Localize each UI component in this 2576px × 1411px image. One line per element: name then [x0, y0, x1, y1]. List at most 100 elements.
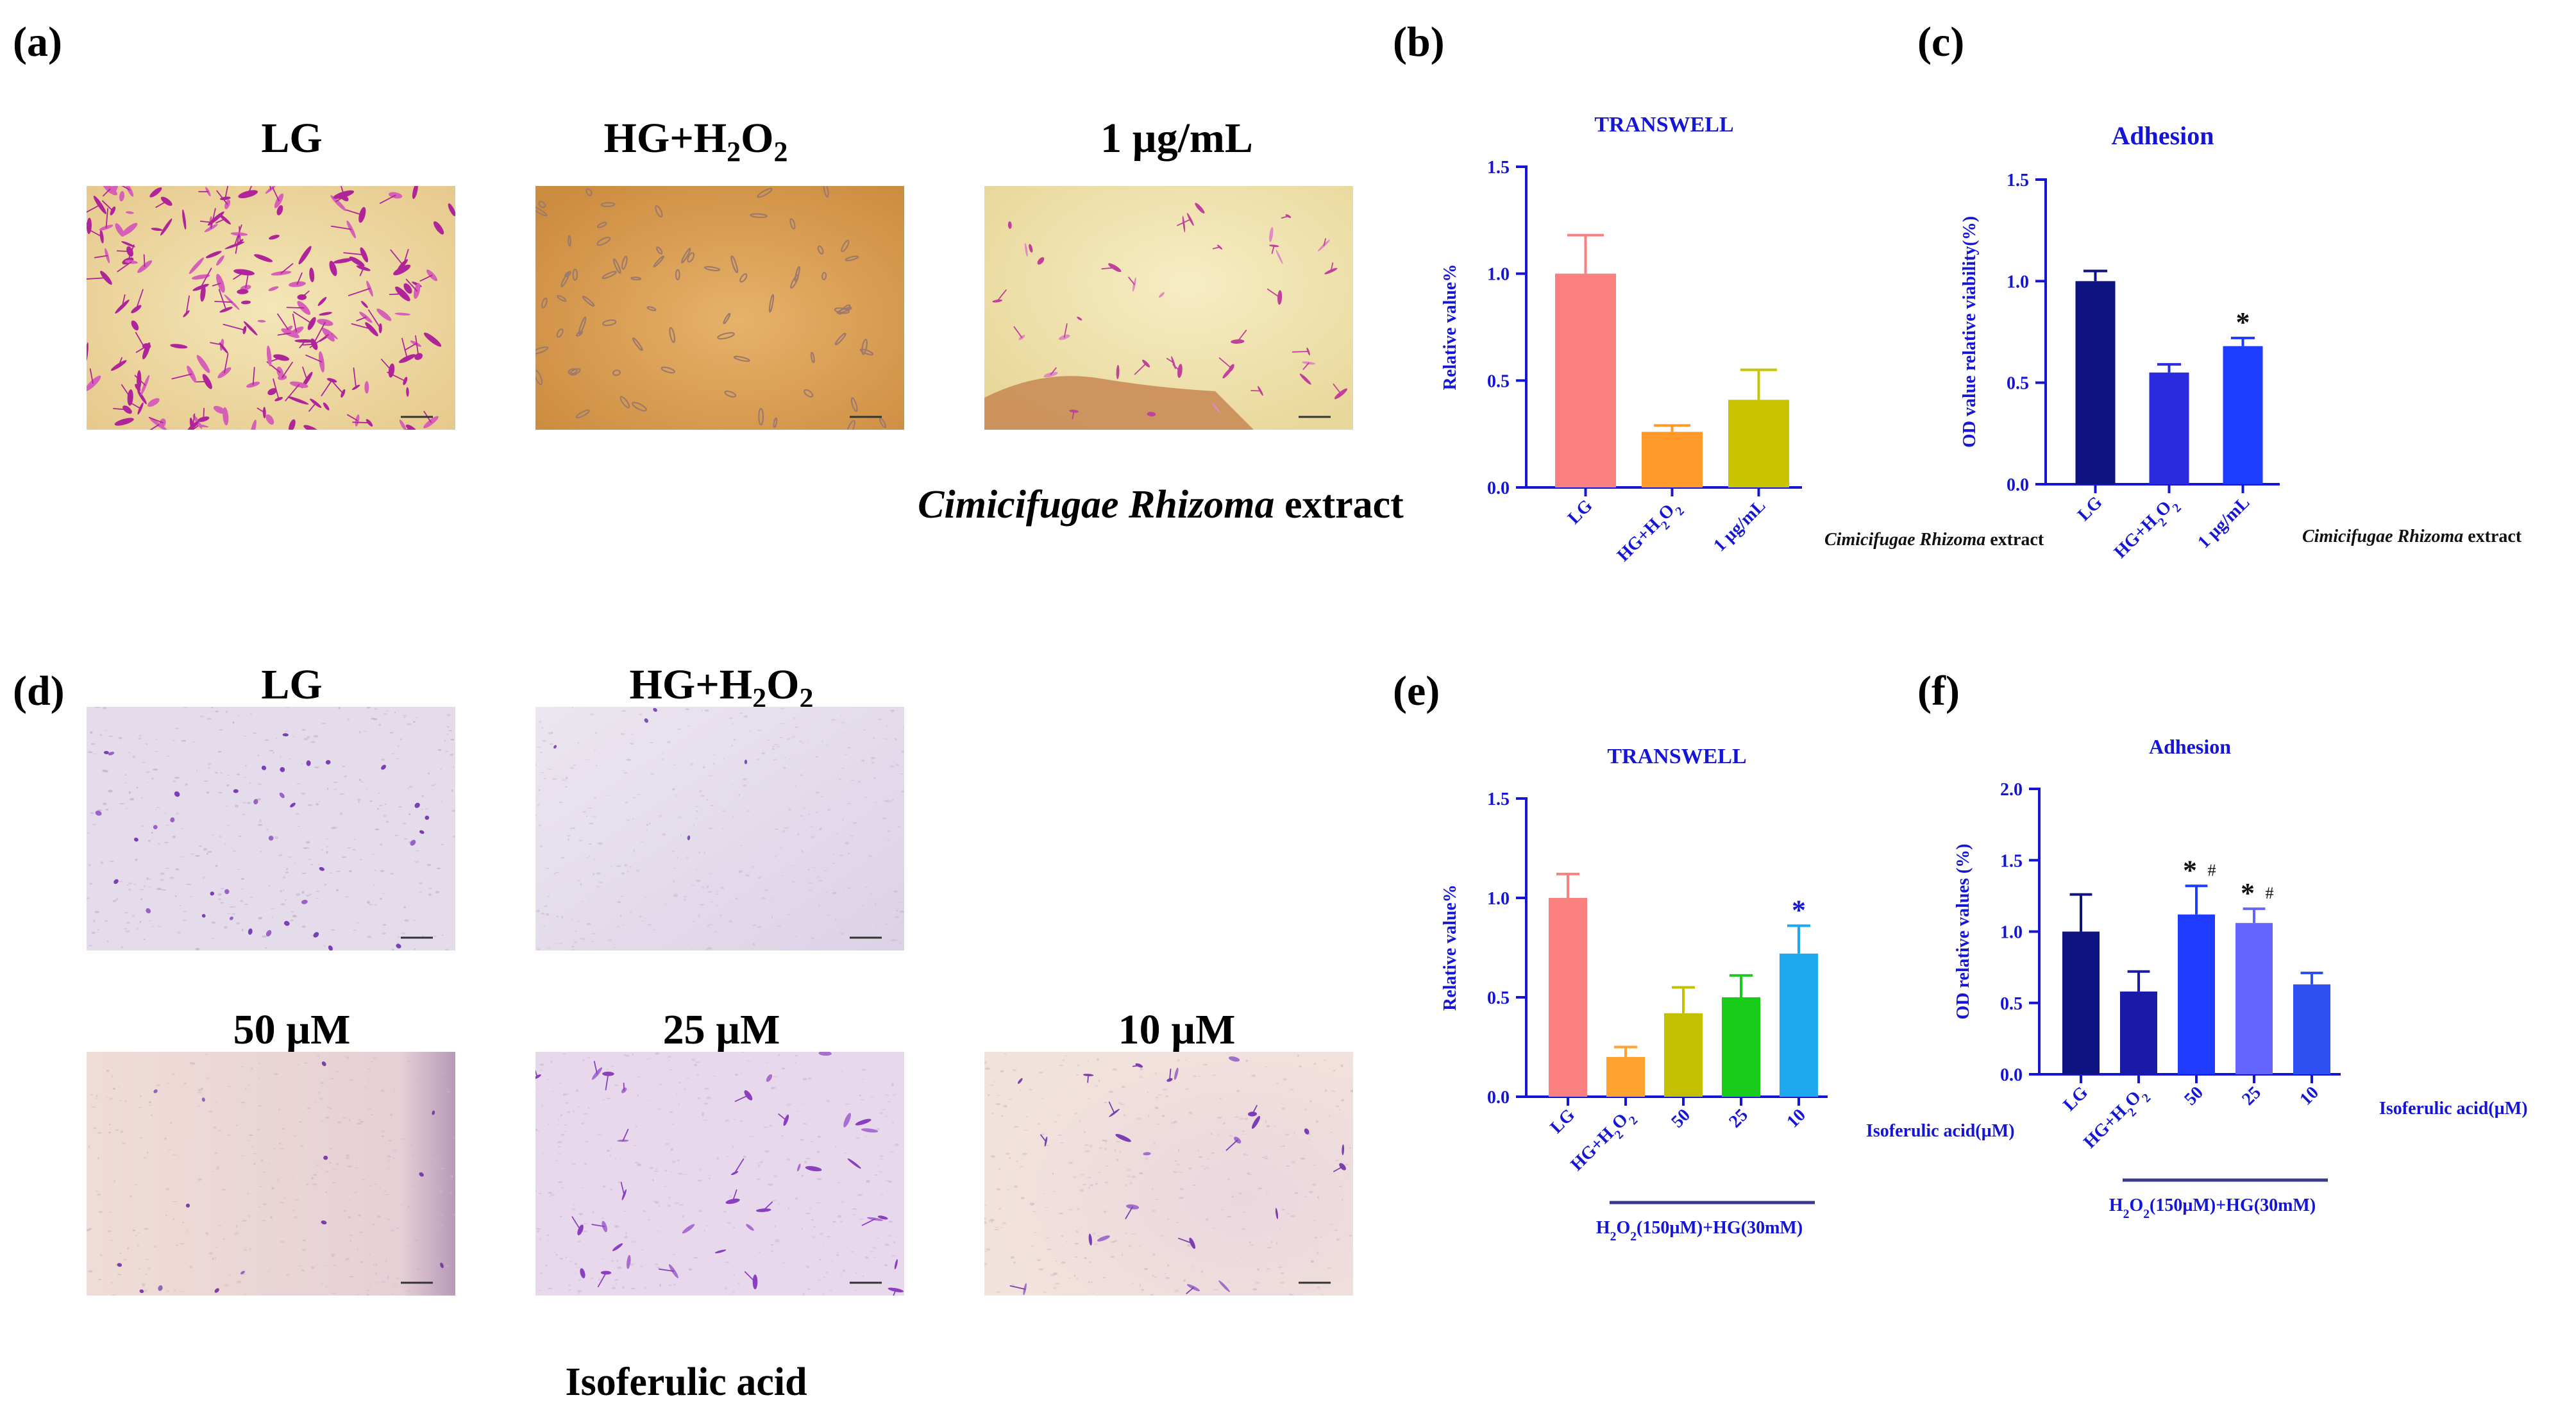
texture-speck — [326, 1106, 330, 1108]
texture-speck — [587, 807, 593, 809]
texture-speck — [779, 847, 783, 849]
texture-speck — [139, 735, 142, 736]
image-title-a-hg: HG+H2O2 — [603, 115, 788, 168]
texture-speck — [285, 1079, 287, 1081]
texture-speck — [797, 1110, 800, 1112]
cell-mark — [630, 276, 642, 281]
texture-speck — [590, 940, 595, 943]
texture-speck — [332, 1181, 337, 1183]
micrograph-d-10-svg — [984, 1052, 1353, 1296]
texture-speck — [690, 763, 694, 766]
texture-speck — [262, 935, 267, 938]
texture-speck — [367, 901, 371, 904]
texture-speck — [260, 850, 262, 852]
texture-speck — [1243, 1153, 1246, 1156]
texture-speck — [134, 1184, 139, 1185]
texture-speck — [758, 1165, 760, 1167]
texture-speck — [357, 798, 362, 801]
texture-speck — [590, 1277, 594, 1280]
cell-mark — [557, 294, 567, 302]
image-title-d-hg: HG+H2O2 — [629, 661, 814, 714]
texture-speck — [783, 766, 786, 769]
texture-speck — [746, 809, 750, 812]
texture-speck — [805, 1265, 810, 1269]
texture-speck — [1014, 1185, 1018, 1188]
cell-process — [356, 316, 367, 322]
texture-speck — [539, 720, 542, 723]
texture-speck — [1335, 1160, 1339, 1162]
texture-speck — [710, 804, 714, 807]
texture-speck — [701, 1114, 705, 1116]
texture-speck — [198, 1088, 201, 1092]
texture-speck — [630, 734, 634, 735]
texture-speck — [572, 1110, 575, 1113]
texture-speck — [1325, 1089, 1327, 1092]
texture-speck — [128, 752, 130, 754]
texture-speck — [676, 1094, 678, 1095]
texture-speck — [225, 710, 228, 713]
texture-speck — [425, 807, 429, 810]
texture-speck — [1310, 1260, 1315, 1263]
texture-speck — [577, 1106, 580, 1108]
texture-speck — [321, 1120, 324, 1122]
cell-mark — [201, 914, 206, 918]
texture-speck — [888, 830, 890, 832]
cell-mark — [703, 266, 721, 271]
texture-speck — [996, 1095, 1001, 1096]
texture-speck — [901, 790, 904, 793]
texture-speck — [432, 1160, 438, 1162]
texture-speck — [1115, 1149, 1116, 1151]
texture-speck — [984, 1204, 988, 1206]
texture-speck — [687, 725, 691, 727]
cell-mark — [330, 195, 346, 212]
texture-speck — [155, 809, 157, 811]
texture-speck — [113, 1179, 116, 1183]
texture-speck — [1311, 1183, 1317, 1186]
texture-speck — [1073, 1176, 1077, 1179]
texture-speck — [732, 1145, 734, 1149]
texture-speck — [607, 939, 612, 942]
texture-speck — [1077, 1208, 1080, 1210]
cell-mark — [1269, 227, 1274, 242]
cell-mark — [248, 928, 253, 935]
texture-speck — [444, 739, 446, 741]
texture-speck — [1001, 1115, 1004, 1117]
cell-mark — [843, 1113, 851, 1128]
texture-speck — [757, 729, 762, 731]
texture-speck — [1125, 1184, 1127, 1187]
texture-speck — [400, 1204, 403, 1206]
y-tick-label: 0.0 — [1487, 478, 1510, 498]
x-tick-label: LG — [1564, 496, 1597, 528]
texture-speck — [147, 1104, 153, 1106]
texture-speck — [802, 850, 804, 852]
texture-speck — [811, 937, 815, 939]
texture-speck — [251, 1067, 253, 1070]
cell-process — [1128, 276, 1135, 285]
texture-speck — [195, 855, 200, 857]
texture-speck — [1250, 1244, 1254, 1246]
texture-speck — [990, 1155, 995, 1158]
cell-mark — [205, 251, 222, 258]
texture-speck — [1086, 1098, 1091, 1099]
texture-speck — [214, 1102, 217, 1104]
texture-speck — [808, 889, 812, 891]
texture-speck — [614, 1225, 619, 1228]
cell-process — [1168, 1068, 1172, 1081]
texture-speck — [573, 827, 575, 829]
texture-speck — [329, 1147, 333, 1149]
texture-speck — [1241, 1228, 1246, 1230]
texture-speck — [258, 1105, 262, 1107]
texture-speck — [772, 746, 775, 747]
texture-speck — [1039, 1072, 1043, 1074]
bar-e-0 — [1549, 898, 1587, 1097]
texture-speck — [585, 1140, 589, 1143]
texture-speck — [667, 1056, 671, 1058]
texture-speck — [387, 1276, 389, 1279]
cell-process — [296, 272, 303, 285]
texture-speck — [247, 801, 251, 804]
texture-speck — [546, 1240, 549, 1242]
cell-process — [105, 208, 108, 228]
texture-speck — [1057, 1114, 1060, 1116]
texture-speck — [564, 1124, 568, 1126]
texture-speck — [1154, 1106, 1159, 1110]
